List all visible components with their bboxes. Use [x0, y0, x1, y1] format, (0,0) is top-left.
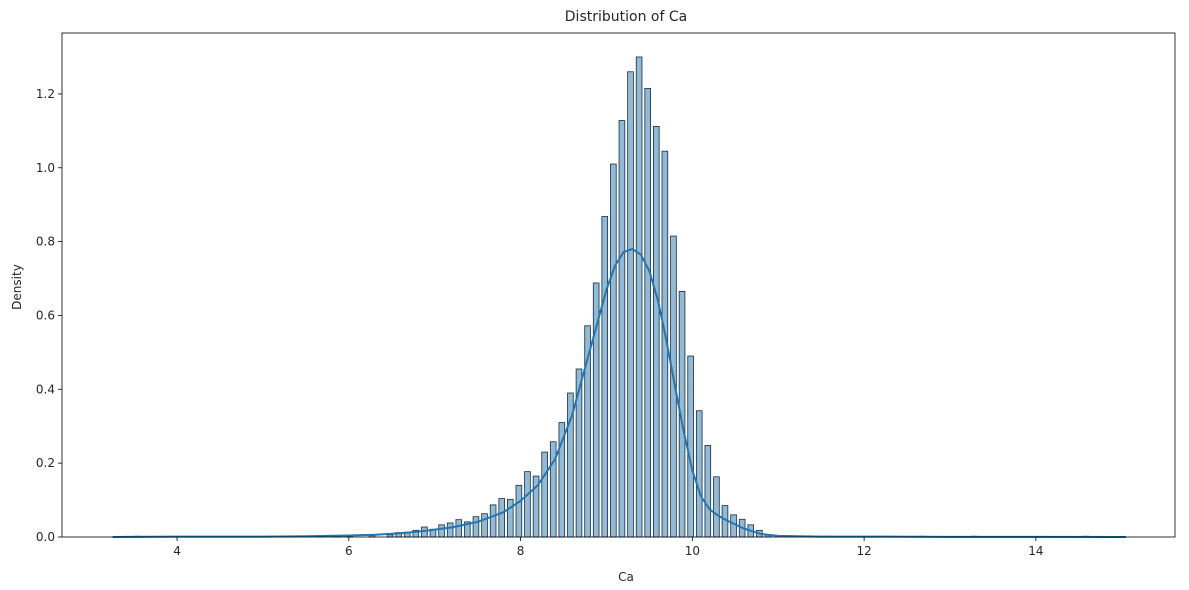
axes-frame: [61, 32, 1176, 538]
histogram-bar: [507, 498, 514, 538]
histogram-bar: [438, 524, 445, 538]
x-tick-label: 4: [173, 544, 181, 558]
y-tick-label: 0.2: [36, 456, 55, 470]
histogram-bar: [618, 120, 626, 538]
histogram-bar: [489, 504, 497, 538]
x-tick-label: 6: [345, 544, 353, 558]
y-tick-label: 0.0: [36, 530, 55, 544]
y-tick-label: 0.6: [36, 308, 55, 322]
x-tick-label: 8: [517, 544, 525, 558]
histogram-bar: [653, 126, 660, 538]
y-tick-label: 0.4: [36, 382, 55, 396]
y-tick-label: 1.0: [36, 161, 55, 175]
histogram-bar: [472, 516, 480, 538]
histogram-bar: [524, 471, 531, 538]
histogram-bar: [695, 410, 703, 538]
histogram-bar: [644, 87, 651, 538]
axes: 4 6 8 10 12 14 0.0 0.2 0.4 0.6 0.8 1.0 1.2: [36, 32, 1176, 558]
histogram-bar: [687, 355, 694, 538]
x-tick-label: 12: [856, 544, 871, 558]
histogram-bar: [610, 163, 617, 538]
histogram-bar: [446, 522, 454, 538]
histogram-bar: [481, 513, 488, 538]
y-axis-label: Density: [10, 264, 24, 310]
chart-title: Distribution of Ca: [565, 9, 687, 25]
histogram-bar: [515, 484, 523, 538]
histogram-bar: [730, 514, 737, 538]
y-tick-label: 0.8: [36, 235, 55, 249]
histogram-bar: [498, 498, 505, 538]
histogram-bar: [627, 71, 634, 538]
kde-line: [112, 248, 1127, 538]
histogram-bar: [541, 451, 548, 538]
x-tick-label: 10: [685, 544, 700, 558]
y-tick-label: 1.2: [36, 87, 55, 101]
histogram-bar: [635, 56, 643, 538]
histogram-bar: [601, 216, 609, 538]
histogram-bar: [713, 476, 720, 538]
x-tick-label: 14: [1028, 544, 1043, 558]
x-axis-label: Ca: [618, 570, 634, 584]
histogram-bar: [704, 445, 712, 538]
histogram-bar: [455, 519, 463, 538]
